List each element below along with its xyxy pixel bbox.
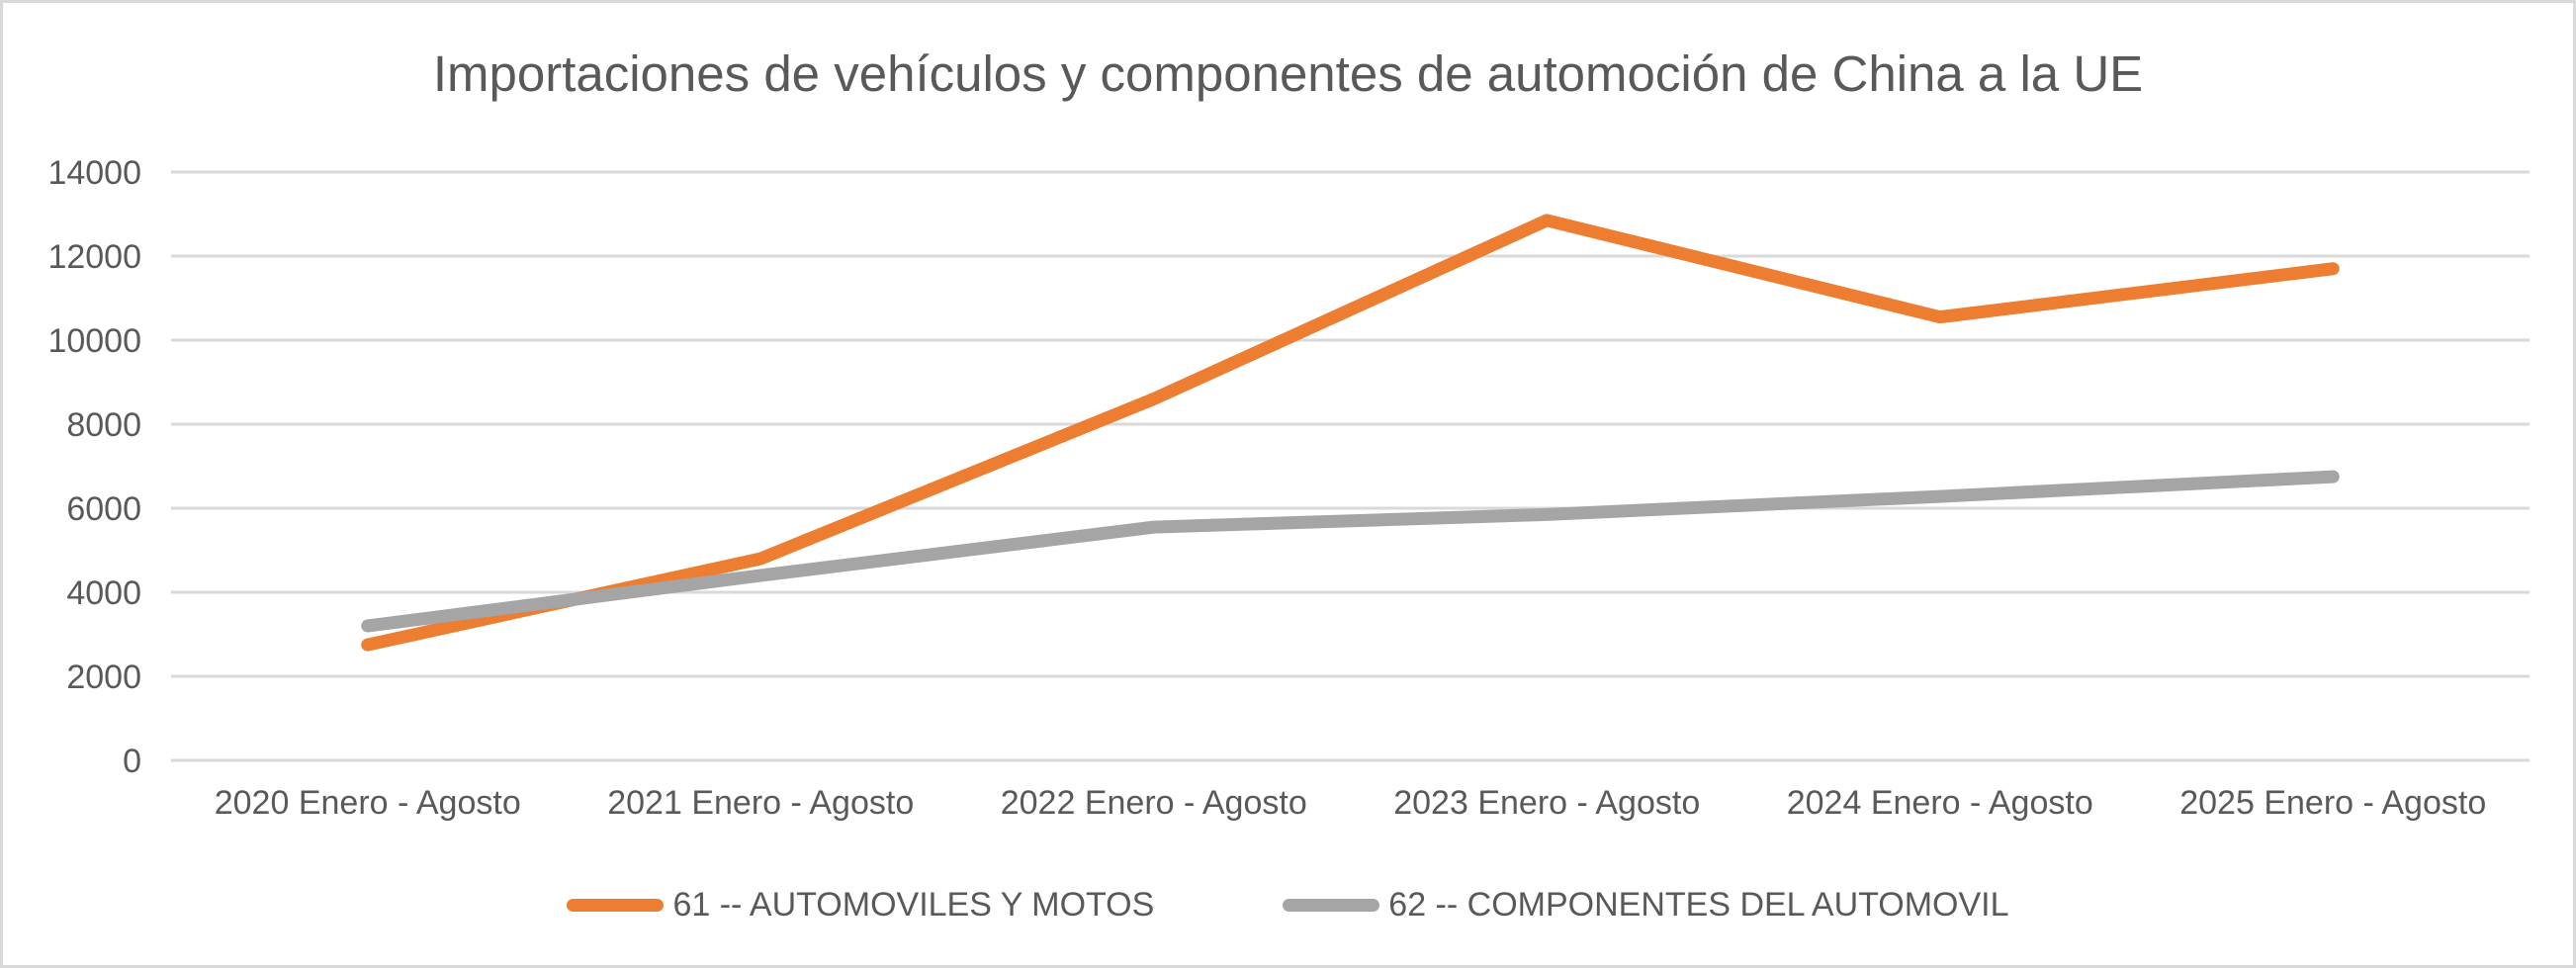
chart-title: Importaciones de vehículos y componentes… [432,45,2144,102]
y-axis-tick-label: 8000 [66,406,141,444]
x-axis-tick-label: 2020 Enero - Agosto [215,784,521,822]
y-axis-tick-label: 10000 [47,322,141,360]
legend-item-componentes-del-automovil: 62 -- COMPONENTES DEL AUTOMOVIL [1283,885,2009,924]
line-chart-plot: 0 2000 4000 6000 8000 10000 12000 14000 2020 Ene… [47,154,2530,822]
legend-swatch-orange [567,898,665,912]
chart-legend: 61 -- AUTOMOVILES Y MOTOS 62 -- COMPONEN… [3,879,2573,930]
x-axis-tick-label: 2022 Enero - Agosto [1001,784,1307,822]
legend-swatch-gray [1283,898,1380,912]
x-axis-tick-label: 2024 Enero - Agosto [1787,784,2093,822]
y-axis-tick-label: 6000 [66,490,141,528]
legend-item-automoviles-y-motos: 61 -- AUTOMOVILES Y MOTOS [567,886,1154,924]
y-axis-tick-label: 4000 [66,574,141,612]
series-line-1 [361,470,2340,633]
y-axis-tick-label: 12000 [47,238,141,276]
x-axis-tick-label: 2025 Enero - Agosto [2179,784,2486,822]
series-line-0 [361,214,2340,652]
x-axis-tick-label: 2021 Enero - Agosto [607,784,914,822]
y-axis-tick-label: 2000 [66,659,141,696]
x-axis-tick-label: 2023 Enero - Agosto [1393,784,1700,822]
legend-label-automoviles-y-motos: 61 -- AUTOMOVILES Y MOTOS [672,885,1155,924]
legend-label-componentes-del-automovil: 62 -- COMPONENTES DEL AUTOMOVIL [1388,885,2009,924]
y-axis-tick-label: 14000 [47,154,141,192]
y-axis-tick-label: 0 [123,743,141,780]
